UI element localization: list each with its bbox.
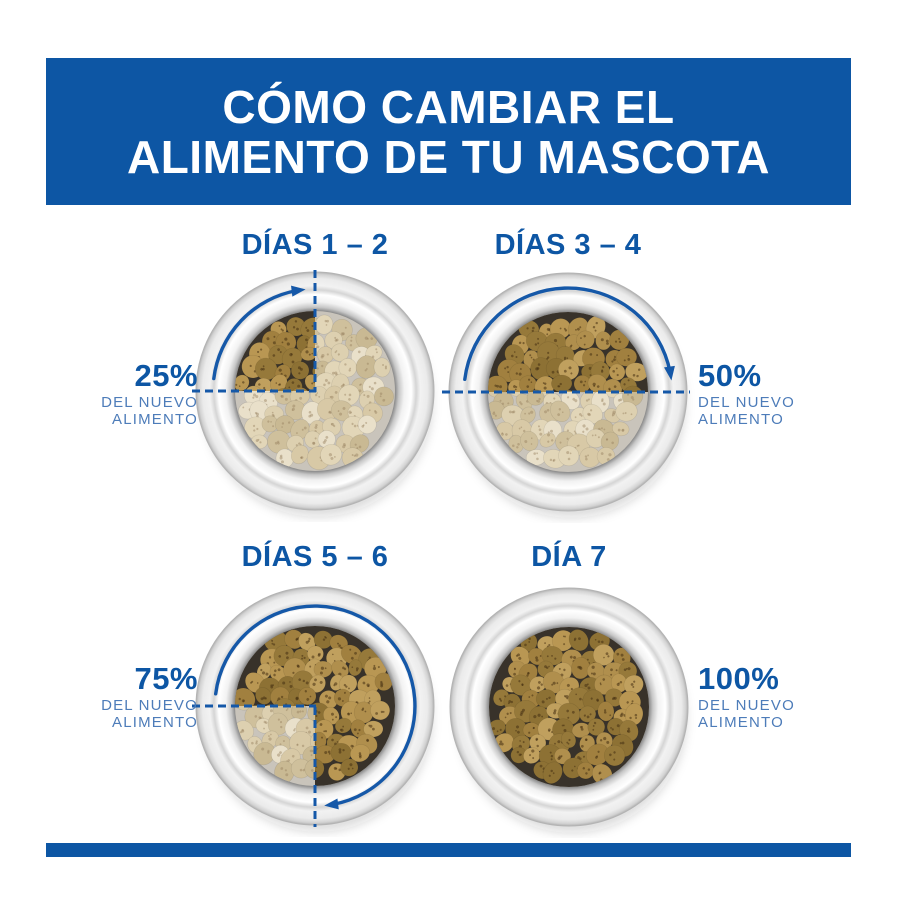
percent-label-block-bowl-3: 75% DEL NUEVO ALIMENTO [58, 663, 198, 731]
day-label-bowl-2: DÍAS 3 – 4 [494, 229, 642, 261]
percent-value: 100% [698, 661, 780, 696]
percent-caption-line1: DEL NUEVO [101, 394, 198, 411]
percent-caption-line1: DEL NUEVO [698, 697, 795, 714]
header-banner: CÓMO CAMBIAR EL ALIMENTO DE TU MASCOTA [46, 58, 851, 205]
portion-divider-line [192, 704, 317, 827]
page-title-line1: CÓMO CAMBIAR EL [222, 80, 675, 133]
bowl-graphic-3 [192, 586, 435, 832]
day-label-bowl-4: DÍA 7 [531, 541, 607, 573]
bowl-graphic-2 [442, 272, 690, 518]
page-title: CÓMO CAMBIAR EL ALIMENTO DE TU MASCOTA [127, 82, 770, 182]
percent-caption-line1: DEL NUEVO [101, 697, 198, 714]
percent-label-block-bowl-4: 100% DEL NUEVO ALIMENTO [698, 663, 838, 731]
percent-caption-line2: ALIMENTO [698, 714, 785, 731]
percent-label-block-bowl-1: 25% DEL NUEVO ALIMENTO [58, 360, 198, 428]
percent-caption-line2: ALIMENTO [111, 714, 198, 731]
day-label-bowl-1: DÍAS 1 – 2 [241, 229, 389, 261]
percent-label-block-bowl-2: 50% DEL NUEVO ALIMENTO [698, 360, 838, 428]
percent-value: 25% [134, 358, 198, 393]
percent-value: 50% [698, 358, 762, 393]
clockwise-arrow-icon [214, 604, 417, 810]
percent-caption-line1: DEL NUEVO [698, 394, 795, 411]
percent-caption-line2: ALIMENTO [698, 411, 785, 428]
page-title-line2: ALIMENTO DE TU MASCOTA [126, 130, 771, 183]
bowl-graphic-1 [192, 270, 435, 517]
portion-divider-line [192, 270, 317, 393]
percent-value: 75% [134, 661, 198, 696]
footer-bar [46, 843, 851, 857]
clockwise-arrow-icon [212, 285, 306, 381]
clockwise-arrow-icon [463, 286, 675, 381]
day-label-bowl-3: DÍAS 5 – 6 [241, 541, 389, 573]
percent-caption-line2: ALIMENTO [111, 411, 198, 428]
kibble-new-food [488, 312, 648, 392]
bowl-graphic-4 [449, 587, 689, 833]
